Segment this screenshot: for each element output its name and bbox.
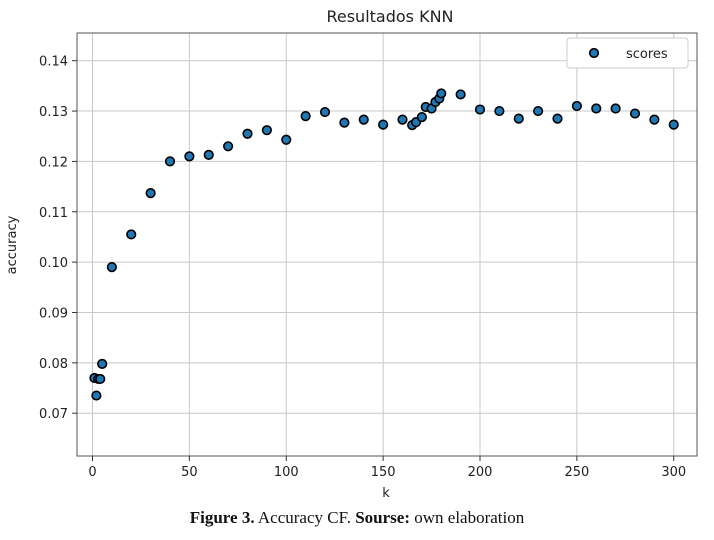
scatter-point bbox=[319, 106, 331, 118]
y-tick-label: 0.09 bbox=[39, 306, 68, 321]
x-tick-label: 50 bbox=[181, 465, 198, 480]
scatter-point bbox=[126, 229, 137, 240]
x-tick-label: 0 bbox=[88, 465, 96, 480]
source-text: own elaboration bbox=[410, 508, 525, 527]
scatter-point bbox=[358, 114, 369, 125]
x-tick-label: 100 bbox=[274, 465, 299, 480]
y-tick-label: 0.07 bbox=[39, 407, 68, 422]
figure-text: Accuracy CF. bbox=[254, 508, 356, 527]
chart-title: Resultados KNN bbox=[326, 7, 453, 26]
legend-box bbox=[566, 37, 689, 69]
scatter-point bbox=[474, 104, 486, 115]
scatter-point bbox=[397, 114, 408, 125]
plot-area bbox=[76, 32, 698, 457]
scatter-point bbox=[95, 373, 106, 385]
scatter-point bbox=[164, 156, 176, 167]
legend-marker bbox=[588, 47, 600, 59]
scatter-point bbox=[242, 128, 253, 139]
scatter-point bbox=[494, 105, 505, 117]
x-tick-label: 250 bbox=[564, 465, 589, 480]
scatter-point bbox=[591, 103, 602, 114]
scatter-point bbox=[339, 117, 350, 128]
scatter-point bbox=[436, 88, 447, 99]
y-axis-ticks: 0.07 0.08 0.09 0.10 0.11 0.12 0.13 0.14 bbox=[39, 55, 77, 422]
scatter-point bbox=[455, 89, 466, 100]
y-tick-label: 0.14 bbox=[39, 55, 68, 70]
grid-lines bbox=[77, 33, 697, 456]
y-axis-label: accuracy bbox=[5, 215, 20, 274]
scatter-point bbox=[610, 103, 621, 114]
y-tick-label: 0.13 bbox=[39, 105, 68, 120]
y-tick-label: 0.11 bbox=[39, 206, 68, 221]
figure-label: Figure 3. bbox=[189, 508, 255, 527]
figure-caption: Figure 3. Accuracy CF. Sourse: own elabo… bbox=[0, 508, 714, 528]
scatter-chart: Resultados KNN 0 50 100 150 200 250 300 0.070.… bbox=[5, 7, 698, 500]
x-tick-label: 300 bbox=[661, 465, 686, 480]
scatter-point bbox=[184, 151, 195, 162]
scatter-point bbox=[552, 113, 563, 124]
scatter-point bbox=[106, 262, 117, 273]
scatter-point bbox=[571, 100, 582, 112]
scatter-point bbox=[513, 113, 524, 124]
scatter-point bbox=[97, 358, 108, 369]
y-tick-label: 0.12 bbox=[39, 155, 68, 170]
scatter-point bbox=[145, 188, 156, 199]
y-tick-label: 0.10 bbox=[39, 256, 68, 271]
data-points bbox=[89, 88, 679, 401]
scatter-point bbox=[668, 119, 679, 130]
scatter-point bbox=[281, 134, 292, 145]
legend: scores bbox=[566, 37, 689, 69]
scatter-point bbox=[629, 108, 641, 119]
scatter-point bbox=[223, 141, 234, 152]
scatter-point bbox=[261, 125, 272, 136]
scatter-point bbox=[649, 114, 660, 125]
scatter-point bbox=[300, 110, 311, 122]
x-tick-label: 200 bbox=[468, 465, 493, 480]
x-tick-label: 150 bbox=[371, 465, 396, 480]
scatter-point bbox=[533, 105, 544, 117]
scatter-point bbox=[416, 111, 427, 123]
y-tick-label: 0.08 bbox=[39, 357, 68, 372]
scatter-point bbox=[91, 390, 102, 401]
legend-label: scores bbox=[626, 47, 668, 62]
scatter-point bbox=[203, 149, 214, 160]
scatter-point bbox=[378, 119, 389, 130]
source-label: Sourse: bbox=[355, 508, 410, 527]
x-axis-label: k bbox=[382, 486, 390, 500]
x-axis-ticks: 0 50 100 150 200 250 300 bbox=[88, 456, 686, 480]
